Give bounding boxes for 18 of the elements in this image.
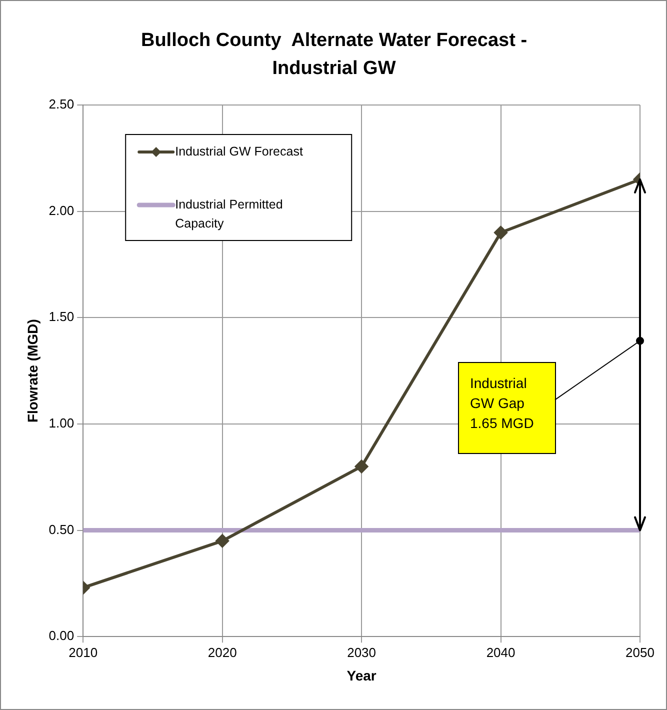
point [494,226,508,240]
y-tick-label: 0.50 [48,522,74,537]
legend-label: Industrial GW Forecast [175,144,304,158]
x-tick-label: 2010 [68,644,98,660]
x-tick-label: 2030 [347,644,376,660]
point [355,460,368,473]
legend-label: Industrial Permitted Capacity [175,197,283,230]
y-tick-label: 2.50 [48,96,74,112]
y-tick-label: 2.00 [48,202,74,218]
chart-title: Bulloch County Alternate Water Forecast - Industrial GW [140,30,528,80]
y-axis-title: Flowrate (MGD) [24,319,40,423]
y-tick-label: 1.00 [48,416,74,431]
x-tick-label: 2050 [626,644,654,660]
x-tick-label: 2040 [486,644,516,660]
x-axis-title: Year [346,667,377,684]
y-tick-label: 1.50 [48,309,74,324]
x-tick-label: 2020 [208,644,237,660]
y-tick-label: 0.00 [48,628,74,644]
